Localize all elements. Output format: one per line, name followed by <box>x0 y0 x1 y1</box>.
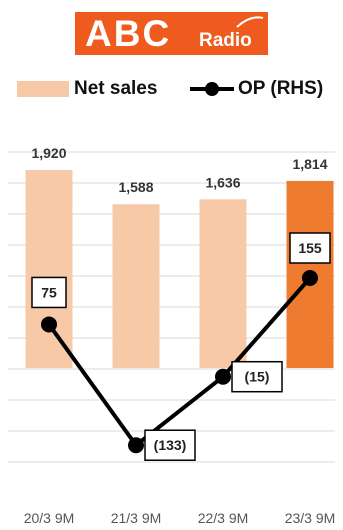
bar-value-label: 1,814 <box>292 156 327 172</box>
x-tick-label: 23/3 9M <box>285 510 336 526</box>
bar-value-label: 1,920 <box>31 145 66 161</box>
op-value-label: (15) <box>245 369 270 385</box>
op-point <box>302 270 318 286</box>
op-label-box <box>31 276 67 309</box>
op-label-box <box>289 232 331 264</box>
bar-net-sales <box>112 204 160 368</box>
bar-net-sales <box>25 170 73 368</box>
op-point <box>128 437 144 454</box>
op-value-label: 75 <box>41 284 57 300</box>
abc-radio-logo: ABC Radio <box>75 12 268 55</box>
op-line <box>47 276 312 448</box>
logo-wave-icon <box>236 16 264 28</box>
legend-op-label: OP (RHS) <box>238 78 324 99</box>
legend-net-sales-swatch <box>17 81 69 97</box>
x-tick-label: 21/3 9M <box>111 510 162 526</box>
op-label-box <box>144 429 196 461</box>
bar-net-sales <box>199 199 247 368</box>
legend-op-line-marker <box>190 82 234 96</box>
x-tick-label: 20/3 9M <box>24 510 75 526</box>
chart-legend: Net sales OP (RHS) <box>0 78 343 102</box>
logo-main-text: ABC <box>85 13 172 54</box>
sales-op-chart: 1,920 1,588 1,636 1,814 75 (133) (15) 155 20/3 9… <box>8 145 336 526</box>
bar-value-label: 1,588 <box>118 179 153 195</box>
x-tick-label: 22/3 9M <box>198 510 249 526</box>
op-point <box>215 368 231 385</box>
logo-sub-text: Radio <box>199 30 252 51</box>
op-label-box <box>231 360 283 393</box>
legend-net-sales-label: Net sales <box>74 78 158 99</box>
op-point <box>41 316 57 333</box>
op-value-label: 155 <box>298 240 322 256</box>
bar-value-label: 1,636 <box>205 174 240 190</box>
op-value-label: (133) <box>154 437 187 453</box>
